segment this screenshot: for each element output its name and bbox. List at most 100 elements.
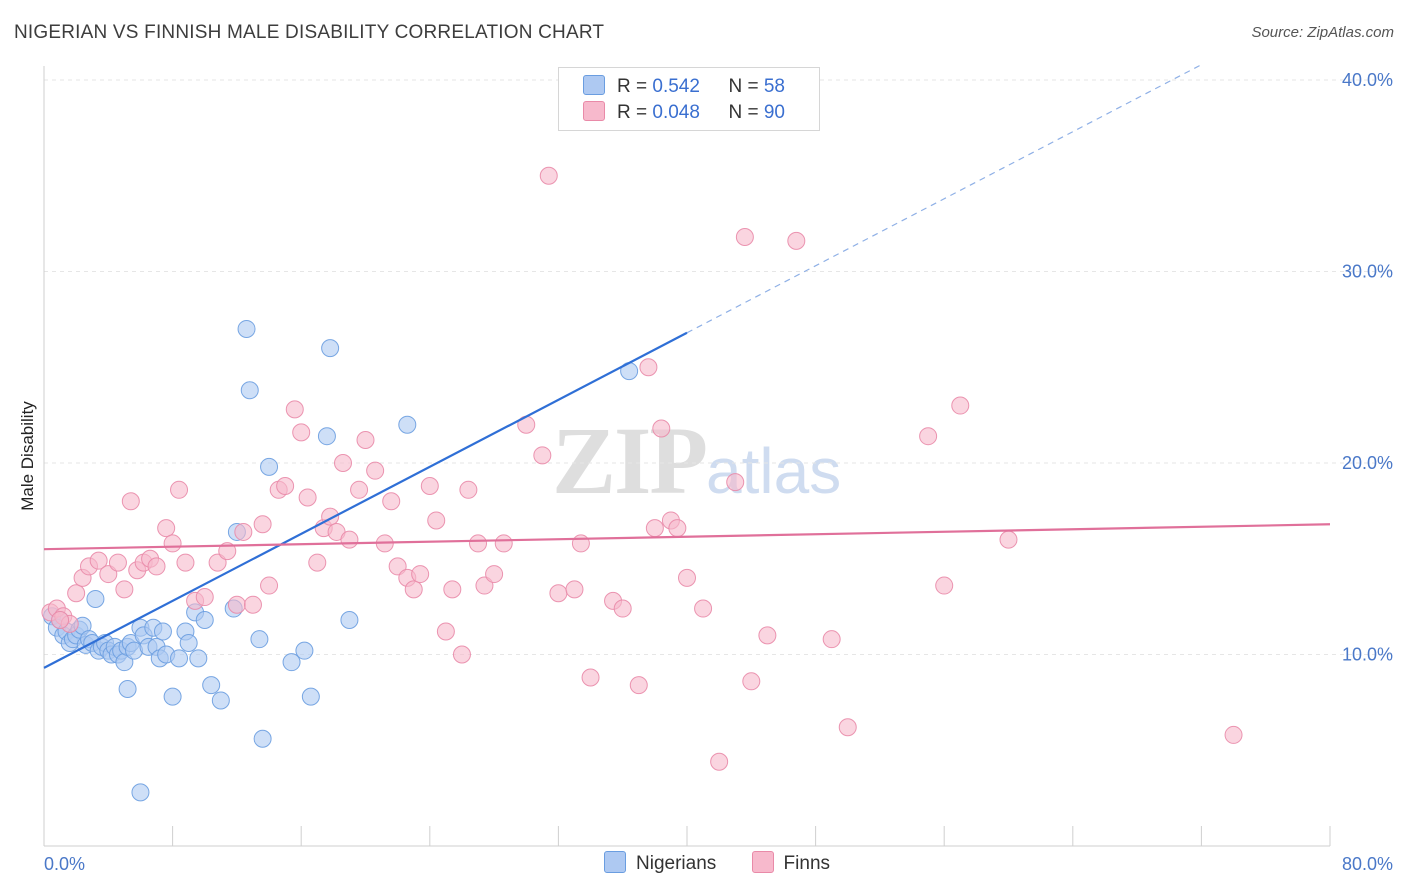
- point-finns: [710, 752, 729, 771]
- point-finns: [838, 718, 857, 737]
- point-nigerians: [211, 691, 230, 710]
- y-tick-label: 40.0%: [1342, 70, 1393, 90]
- watermark-zip: ZIP: [552, 407, 708, 514]
- point-finns: [742, 672, 761, 691]
- point-finns: [758, 626, 777, 645]
- point-finns: [227, 595, 246, 614]
- point-nigerians: [301, 687, 320, 706]
- point-finns: [1224, 725, 1243, 744]
- legend-n-value: 58: [763, 76, 785, 97]
- point-nigerians: [340, 611, 359, 630]
- point-nigerians: [253, 729, 272, 748]
- point-finns: [565, 580, 584, 599]
- point-finns: [951, 396, 970, 415]
- point-finns: [195, 588, 214, 607]
- legend-r-value: 0.542: [652, 76, 700, 97]
- point-finns: [121, 492, 140, 511]
- point-finns: [366, 461, 385, 480]
- trendline-extension-nigerians: [686, 64, 1202, 334]
- point-finns: [420, 476, 439, 495]
- point-finns: [253, 515, 272, 534]
- point-finns: [157, 519, 176, 538]
- legend-swatch-nigerians: [604, 851, 626, 873]
- point-finns: [356, 431, 375, 450]
- point-finns: [549, 584, 568, 603]
- legend-row-nigerians: R = 0.542 N = 58: [583, 75, 785, 101]
- point-nigerians: [179, 634, 198, 653]
- point-finns: [581, 668, 600, 687]
- point-finns: [533, 446, 552, 465]
- y-tick-label: 10.0%: [1342, 645, 1393, 665]
- point-nigerians: [317, 427, 336, 446]
- trendline-nigerians: [43, 331, 688, 669]
- point-nigerians: [163, 687, 182, 706]
- point-finns: [340, 530, 359, 549]
- point-finns: [475, 576, 494, 595]
- legend-label-finns: Finns: [783, 853, 831, 874]
- watermark-atlas: atlas: [706, 435, 842, 507]
- point-nigerians: [321, 339, 340, 358]
- point-finns: [919, 427, 938, 446]
- point-finns: [571, 534, 590, 553]
- point-finns: [350, 480, 369, 499]
- point-finns: [108, 553, 127, 572]
- point-nigerians: [131, 783, 150, 802]
- point-finns: [89, 551, 108, 570]
- point-finns: [645, 519, 664, 538]
- point-finns: [176, 553, 195, 572]
- point-finns: [787, 231, 806, 250]
- trendline-finns: [43, 523, 1331, 551]
- point-finns: [292, 423, 311, 442]
- point-nigerians: [86, 589, 105, 608]
- point-finns: [276, 476, 295, 495]
- x-tick-label: 0.0%: [44, 854, 85, 874]
- point-finns: [411, 565, 430, 584]
- point-nigerians: [170, 649, 189, 668]
- point-nigerians: [240, 381, 259, 400]
- point-finns: [67, 584, 86, 603]
- point-finns: [333, 454, 352, 472]
- point-finns: [735, 228, 754, 247]
- legend-r-value: 0.048: [652, 102, 700, 123]
- point-nigerians: [202, 676, 221, 695]
- point-finns: [452, 645, 471, 664]
- point-finns: [668, 519, 687, 538]
- point-finns: [822, 630, 841, 649]
- point-finns: [260, 576, 279, 595]
- point-finns: [427, 511, 446, 530]
- point-finns: [285, 400, 304, 419]
- point-finns: [652, 419, 671, 438]
- series-legend: Nigerians Finns: [604, 851, 860, 875]
- point-finns: [308, 553, 327, 572]
- point-finns: [218, 542, 237, 561]
- y-tick-label: 30.0%: [1342, 262, 1393, 282]
- watermark: ZIPatlas: [552, 405, 841, 516]
- point-finns: [382, 492, 401, 511]
- point-finns: [298, 488, 317, 507]
- point-finns: [639, 358, 658, 377]
- x-tick-label: 80.0%: [1342, 854, 1393, 874]
- point-finns: [388, 557, 407, 576]
- point-finns: [443, 580, 462, 599]
- point-finns: [163, 534, 182, 553]
- point-finns: [469, 534, 488, 553]
- point-finns: [115, 580, 134, 599]
- point-finns: [436, 622, 455, 641]
- point-finns: [935, 576, 954, 595]
- legend-swatch-finns: [751, 851, 774, 873]
- y-tick-label: 20.0%: [1342, 453, 1393, 473]
- point-nigerians: [260, 457, 279, 476]
- point-nigerians: [398, 415, 417, 434]
- source-credit: Source: ZipAtlas.com: [1251, 24, 1394, 41]
- point-finns: [694, 599, 713, 618]
- legend-r-label: R =: [617, 76, 653, 97]
- legend-row-finns: R = 0.048 N = 90: [583, 101, 785, 127]
- point-finns: [243, 595, 262, 614]
- point-finns: [726, 473, 745, 492]
- point-finns: [485, 565, 504, 584]
- point-nigerians: [153, 622, 172, 641]
- legend-n-value: 90: [763, 102, 785, 123]
- point-finns: [147, 557, 166, 576]
- legend-n-label: N =: [728, 102, 764, 123]
